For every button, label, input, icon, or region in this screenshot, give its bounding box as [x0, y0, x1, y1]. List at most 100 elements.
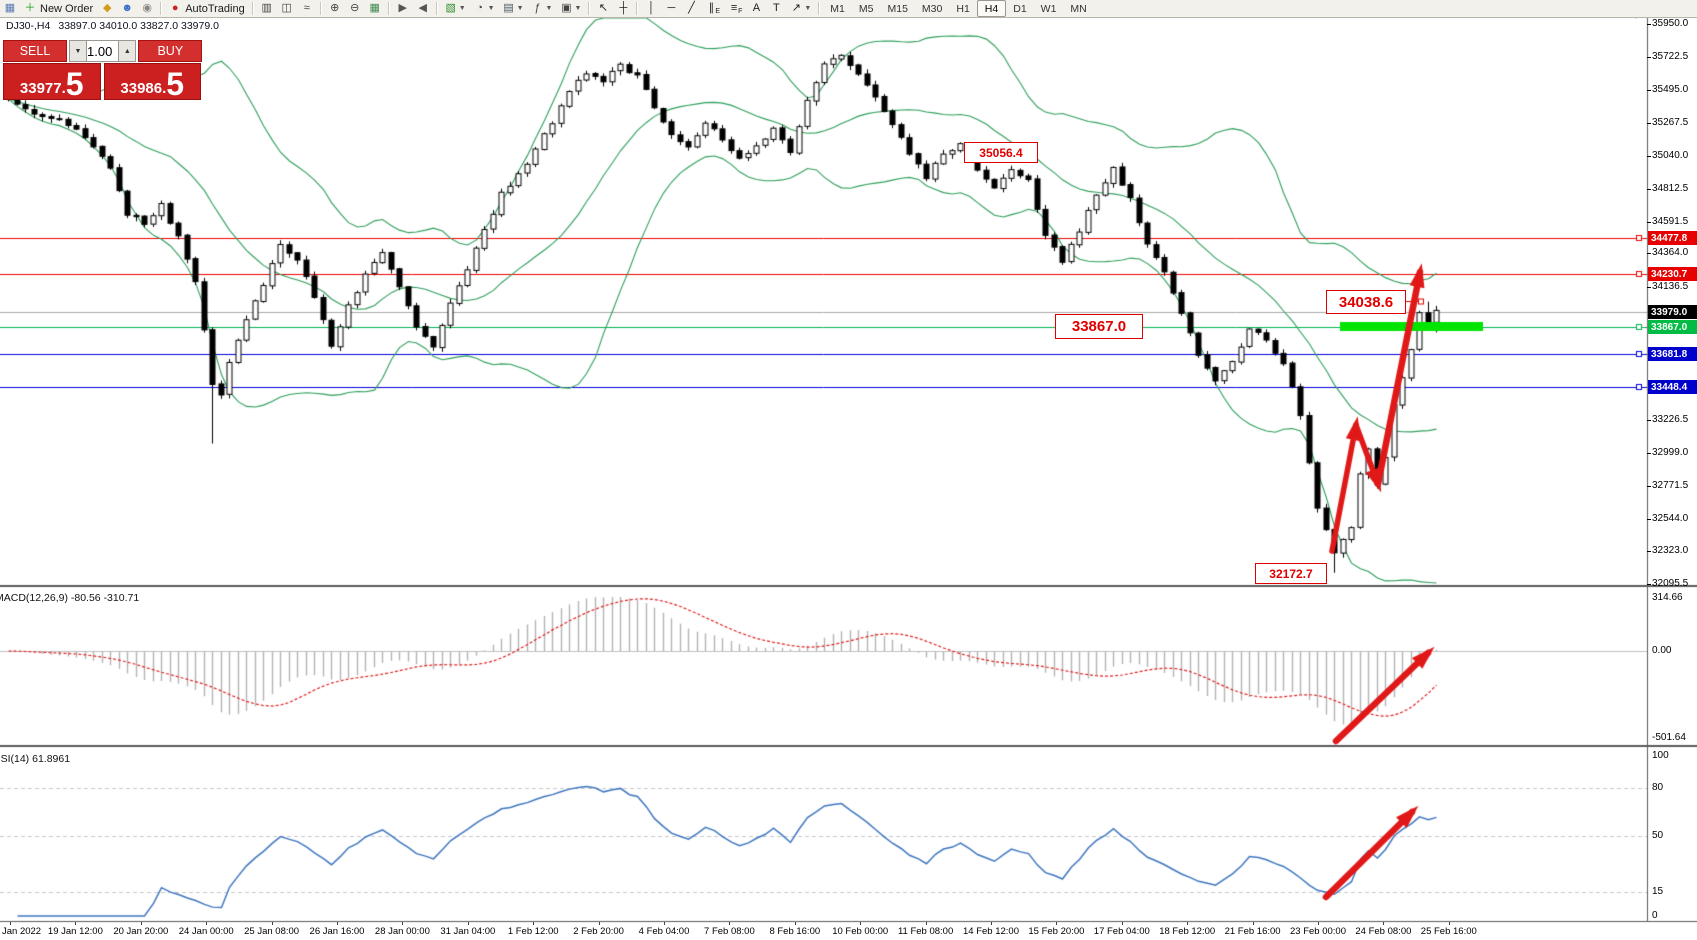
- text-tool[interactable]: A: [747, 1, 765, 16]
- date-axis-label[interactable]: 31 Jan 04:00: [440, 926, 496, 937]
- arrows-tool[interactable]: ↗ ▼: [787, 1, 814, 16]
- price-tick-label: 35722.5: [1652, 51, 1689, 62]
- timeframe-button-mn[interactable]: MN: [1070, 2, 1087, 15]
- horizontal-line-tool[interactable]: ─: [662, 1, 680, 16]
- volume-increase-button[interactable]: ▲: [118, 40, 137, 62]
- date-tick-mark: [140, 922, 142, 925]
- signals-icon[interactable]: ◉: [138, 1, 156, 16]
- timeframe-button-m15[interactable]: M15: [887, 2, 908, 15]
- trendline-tool[interactable]: ╱: [682, 1, 700, 16]
- volume-input[interactable]: 1.00: [87, 40, 119, 62]
- date-tick-mark: [1318, 922, 1319, 925]
- date-axis-label[interactable]: 23 Feb 00:00: [1290, 926, 1346, 937]
- new-chart-icon[interactable]: ▧ ▼: [442, 1, 469, 16]
- chart-price-annotation[interactable]: 33867.0: [1055, 314, 1143, 339]
- date-axis-label[interactable]: 24 Feb 08:00: [1355, 926, 1412, 937]
- date-axis-label[interactable]: 18 Feb 12:00: [1159, 926, 1216, 937]
- price-level-badge[interactable]: 34230.7: [1648, 267, 1697, 281]
- date-axis-label[interactable]: 25 Feb 16:00: [1420, 926, 1477, 937]
- date-axis-label[interactable]: 7 Feb 08:00: [704, 926, 755, 937]
- date-axis-label[interactable]: 21 Feb 16:00: [1224, 926, 1281, 937]
- line-chart-icon: ≈: [303, 2, 310, 14]
- volume-decrease-button[interactable]: ▼: [69, 40, 87, 62]
- price-tick-mark: [1647, 584, 1651, 585]
- date-axis-label[interactable]: 25 Jan 08:00: [244, 926, 300, 937]
- zoom-out-icon[interactable]: ⊖: [346, 1, 364, 16]
- timeframe-button-m1[interactable]: M1: [830, 2, 845, 15]
- timeframe-button-w1[interactable]: W1: [1040, 2, 1057, 15]
- price-tick-mark: [1647, 123, 1651, 124]
- date-axis-label[interactable]: 8 Feb 16:00: [769, 926, 821, 937]
- channel-tool-letter: E: [715, 7, 721, 15]
- text-label-tool[interactable]: T: [767, 1, 785, 16]
- community-icon[interactable]: ☻: [118, 1, 136, 16]
- auto-scroll-icon: ▶: [398, 2, 407, 14]
- chart-price-annotation[interactable]: 32172.7: [1255, 563, 1327, 584]
- vertical-line-tool[interactable]: │: [642, 1, 660, 16]
- channel-tool[interactable]: ∥ E: [702, 1, 723, 16]
- date-tick-mark: [1056, 922, 1058, 925]
- date-axis-label[interactable]: 15 Feb 20:00: [1028, 926, 1085, 937]
- indicators-icon[interactable]: ƒ ▼: [529, 1, 556, 16]
- date-axis-label[interactable]: 19 Jan 12:00: [47, 926, 103, 937]
- toolbar-separator: [435, 2, 438, 15]
- auto-scroll-icon[interactable]: ▶: [394, 1, 412, 16]
- chart-shift-icon[interactable]: ◀: [414, 1, 432, 16]
- chart-price-annotation[interactable]: 35056.4: [964, 142, 1038, 163]
- toolbar-separator: [319, 2, 322, 15]
- timeframe-button-h4[interactable]: H4: [976, 0, 1007, 17]
- buy-button[interactable]: BUY: [138, 40, 203, 62]
- sell-price-display[interactable]: 33977. 5: [3, 63, 101, 100]
- rsi-tick-label: 80: [1652, 782, 1664, 793]
- date-axis-label[interactable]: 2 Feb 20:00: [573, 926, 624, 937]
- new-order-button[interactable]: ＋ New Order: [21, 1, 96, 16]
- cursor-tool[interactable]: ↖: [594, 1, 612, 16]
- date-axis-label[interactable]: 10 Feb 00:00: [832, 926, 889, 937]
- chart-price-annotation[interactable]: 34038.6: [1326, 290, 1406, 314]
- timeframe-button-m5[interactable]: M5: [858, 2, 874, 15]
- tile-windows-icon[interactable]: ▦: [366, 1, 384, 16]
- macd-values: -80.56 -310.71: [70, 592, 140, 604]
- date-axis-label[interactable]: 26 Jan 16:00: [309, 926, 365, 937]
- price-level-badge[interactable]: 33867.0: [1648, 320, 1697, 334]
- date-axis-label[interactable]: 14 Feb 12:00: [963, 926, 1019, 937]
- price-level-badge[interactable]: 33979.0: [1648, 305, 1697, 319]
- date-axis-label[interactable]: 1 Feb 12:00: [507, 926, 559, 937]
- zoom-in-icon[interactable]: ⊕: [326, 1, 344, 16]
- date-axis-label[interactable]: 24 Jan 00:00: [178, 926, 234, 937]
- bar-chart-icon[interactable]: ▥: [258, 1, 276, 16]
- date-axis-label[interactable]: 11 Feb 08:00: [897, 926, 954, 937]
- line-chart-icon[interactable]: ≈: [298, 1, 316, 16]
- price-tick-label: 32544.0: [1652, 513, 1689, 524]
- timeframe-button-h1[interactable]: H1: [956, 2, 970, 15]
- price-level-badge[interactable]: 33681.8: [1648, 347, 1697, 361]
- date-axis-label[interactable]: Jan 2022: [2, 926, 42, 937]
- buy-price-display[interactable]: 33986. 5: [103, 63, 201, 100]
- zoom-out-icon: ⊖: [350, 2, 360, 14]
- price-level-badge[interactable]: 34477.8: [1648, 231, 1697, 245]
- window-chart-icon[interactable]: ▦: [1, 1, 19, 16]
- autotrading-button-label: AutoTrading: [185, 2, 245, 15]
- crosshair-tool[interactable]: ┼: [614, 1, 632, 16]
- sell-button[interactable]: SELL: [3, 40, 67, 62]
- price-level-badge[interactable]: 33448.4: [1648, 380, 1697, 394]
- fibonacci-tool[interactable]: ≡ F: [725, 1, 745, 16]
- date-axis-label[interactable]: 17 Feb 04:00: [1093, 926, 1150, 937]
- periods-icon[interactable]: ◔ ▼: [471, 1, 498, 16]
- objects-icon[interactable]: ▣ ▼: [557, 1, 584, 16]
- text-label-icon: T: [772, 2, 780, 14]
- autotrading-button[interactable]: ● AutoTrading: [166, 1, 248, 16]
- candle-chart-icon[interactable]: ◫: [278, 1, 296, 16]
- symbol-period-label: DJ30-,H4: [6, 20, 51, 32]
- buy-price-frac: 5: [166, 66, 185, 100]
- timeframe-button-m30[interactable]: M30: [921, 2, 943, 15]
- price-tick-label: 35950.0: [1652, 18, 1689, 29]
- market-watch-icon[interactable]: ◆: [98, 1, 116, 16]
- autotrading-icon: ●: [171, 2, 179, 14]
- templates-icon[interactable]: ▤ ▼: [500, 1, 527, 16]
- date-axis-label[interactable]: 28 Jan 00:00: [374, 926, 430, 937]
- date-axis-label[interactable]: 4 Feb 04:00: [638, 926, 690, 937]
- timeframe-button-d1[interactable]: D1: [1013, 2, 1027, 15]
- date-axis-label[interactable]: 20 Jan 20:00: [113, 926, 169, 937]
